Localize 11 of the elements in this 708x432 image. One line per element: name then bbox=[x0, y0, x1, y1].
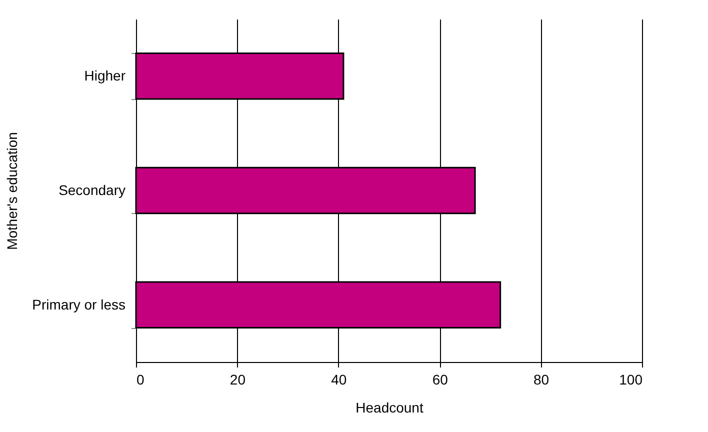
x-tick-label: 40 bbox=[331, 372, 347, 388]
x-tick-label: 60 bbox=[432, 372, 448, 388]
y-tick-label: Secondary bbox=[58, 182, 126, 198]
y-tick-label: Higher bbox=[84, 68, 126, 84]
x-axis-title: Headcount bbox=[356, 400, 424, 416]
y-tick-label: Primary or less bbox=[32, 296, 126, 312]
x-tick-label: 100 bbox=[619, 372, 643, 388]
x-tick-label: 80 bbox=[534, 372, 550, 388]
x-tick-label: 0 bbox=[136, 372, 144, 388]
x-tick-label: 20 bbox=[230, 372, 246, 388]
y-axis-title: Mother's education bbox=[4, 132, 20, 250]
